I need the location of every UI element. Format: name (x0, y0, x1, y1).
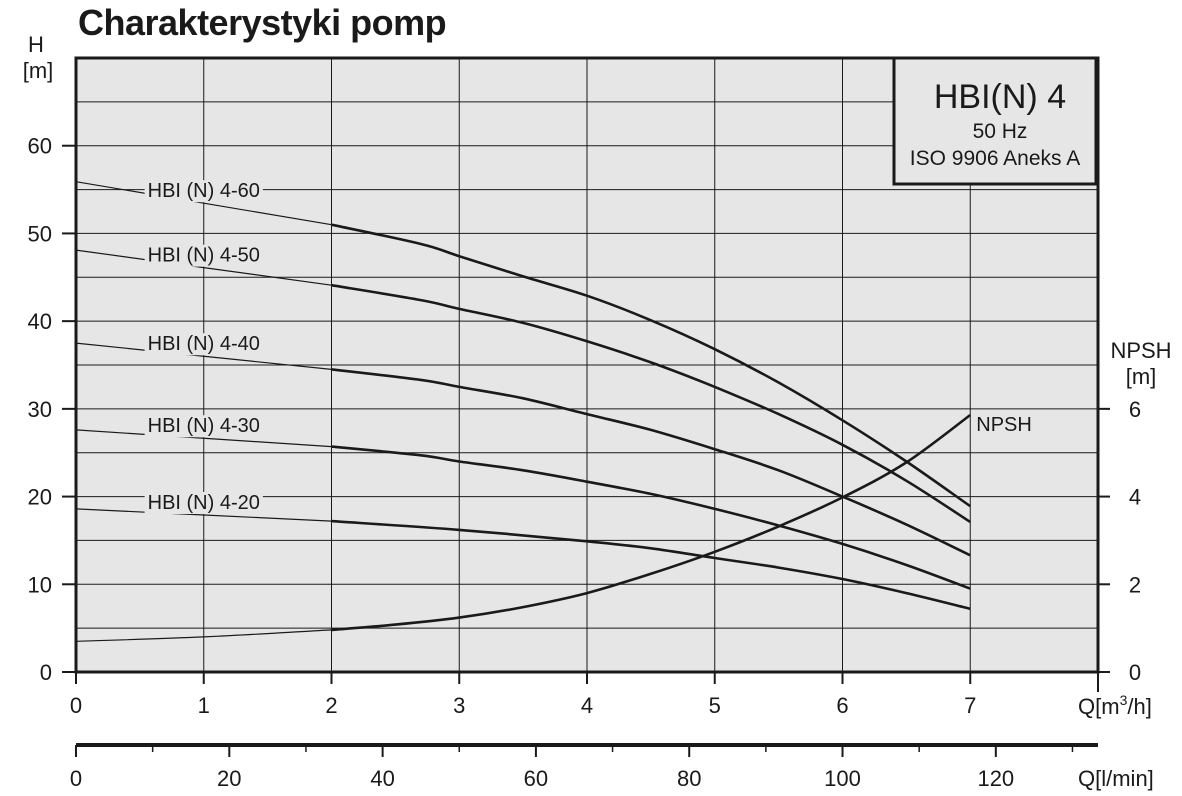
y2-tick-label: 2 (1129, 572, 1141, 597)
x2-tick-label: 100 (824, 766, 861, 791)
y-tick-label: 30 (28, 397, 52, 422)
series-hbi-n-4-50 (75, 249, 972, 524)
x-tick-label: 7 (964, 693, 976, 718)
y-axis-title-line2: [m] (23, 58, 54, 83)
x2-tick-label: 80 (677, 766, 701, 791)
curve-label-background (144, 180, 263, 203)
y2-axis-title-line1: NPSH (1110, 338, 1171, 363)
x-tick-label: 3 (453, 693, 465, 718)
y-axis-title-line1: H (28, 32, 44, 57)
x-axis-secondary: 0 20 40 60 80 100 120 (70, 743, 1098, 791)
x-tick-label: 2 (325, 693, 337, 718)
x-tick-label: 4 (581, 693, 593, 718)
series-hbi-n-4-40 (75, 342, 971, 557)
curve-line-low-flow (75, 249, 332, 286)
curve-label-background (144, 244, 263, 267)
y-tick-label: 10 (28, 572, 52, 597)
curve-label-hbi-n-4-40: HBI (N) 4-40 (148, 333, 260, 355)
curve-label-npsh: NPSH (976, 414, 1032, 436)
info-box-model: HBI(N) 4 (934, 78, 1066, 116)
y-tick-label: 60 (28, 134, 52, 159)
curve-line-low-flow (75, 342, 332, 370)
curves (75, 181, 972, 642)
x2-axis-title: Q[l/min] (1078, 766, 1154, 791)
x-tick-label: 0 (70, 693, 82, 718)
page-title: Charakterystyki pomp (78, 2, 447, 43)
x-tick-label: 6 (836, 693, 848, 718)
y2-axis-title: NPSH [m] (1110, 338, 1171, 389)
curve-line (331, 223, 972, 508)
curve-line-low-flow (75, 181, 332, 226)
curve-line (331, 445, 971, 590)
x2-tick-label: 120 (977, 766, 1014, 791)
curve-line (331, 413, 972, 632)
y-tick-label: 20 (28, 485, 52, 510)
curve-label-hbi-n-4-20: HBI (N) 4-20 (148, 492, 260, 514)
series-hbi-n-4-30 (75, 429, 971, 590)
curve-label-hbi-n-4-30: HBI (N) 4-30 (148, 415, 260, 437)
y2-axis-title-line2: [m] (1126, 364, 1157, 389)
info-box-frame (892, 56, 1098, 186)
y-axis-left: 0 10 20 30 40 50 60 (28, 134, 76, 685)
x-tick-label: 1 (198, 693, 210, 718)
info-box: HBI(N) 4 50 Hz ISO 9906 Aneks A (892, 56, 1098, 186)
curve-line (331, 283, 972, 524)
x2-tick-label: 60 (524, 766, 548, 791)
x2-tick-label: 40 (370, 766, 394, 791)
x-axis-bottom: 0 1 2 3 4 5 6 7 (70, 672, 1099, 718)
info-box-frequency: 50 Hz (973, 120, 1028, 143)
curve-line-low-flow (75, 508, 332, 522)
series-hbi-n-4-60 (75, 181, 972, 508)
curve-label-background (144, 333, 263, 356)
series-npsh (75, 413, 972, 642)
y-axis-title: H [m] (23, 32, 54, 83)
y2-tick-label: 0 (1129, 660, 1141, 685)
curve-label-hbi-n-4-60: HBI (N) 4-60 (148, 180, 260, 202)
info-box-standard: ISO 9906 Aneks A (910, 147, 1080, 170)
y2-tick-label: 6 (1129, 397, 1141, 422)
curve-label-background (144, 491, 263, 514)
y2-tick-label: 4 (1129, 485, 1141, 510)
y-tick-label: 0 (40, 660, 52, 685)
curve-label-background (144, 415, 263, 438)
x-axis-title: Q[m3/h] (1078, 692, 1152, 719)
curve-labels: HBI (N) 4-60 HBI (N) 4-50 HBI (N) 4-40 HBI … (144, 180, 1032, 514)
y-axis-right: 0 2 4 6 (1098, 397, 1141, 685)
x2-tick-label: 0 (70, 766, 82, 791)
y-tick-label: 50 (28, 221, 52, 246)
curve-label-hbi-n-4-50: HBI (N) 4-50 (148, 245, 260, 267)
y-tick-label: 40 (28, 309, 52, 334)
x2-tick-label: 20 (217, 766, 241, 791)
grid (76, 58, 1098, 672)
curve-line (331, 368, 971, 557)
x-tick-label: 5 (709, 693, 721, 718)
curve-line-low-flow (75, 629, 332, 642)
curve-line-low-flow (75, 429, 332, 448)
